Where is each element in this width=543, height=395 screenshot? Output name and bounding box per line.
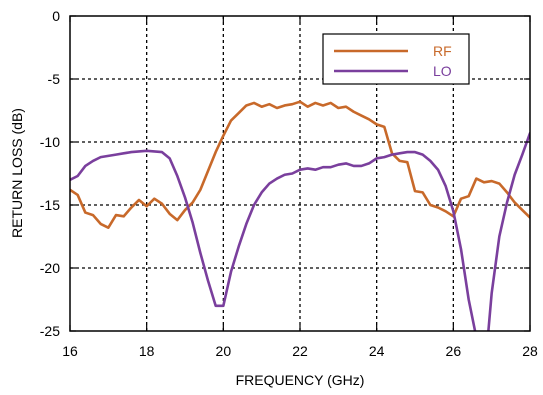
x-tick-label: 22 [292, 343, 308, 359]
legend-label-rf: RF [433, 43, 452, 59]
y-tick-label: -5 [48, 71, 61, 87]
x-tick-label: 26 [446, 343, 462, 359]
tick-labels: 16 18 20 22 24 26 28 0 -5 -10 -15 -20 -25 [40, 8, 538, 359]
y-tick-label: -25 [40, 323, 60, 339]
legend: RF LO [322, 33, 470, 85]
x-axis-title: FREQUENCY (GHz) [236, 372, 365, 388]
x-tick-label: 20 [216, 343, 232, 359]
series-line-lo [70, 131, 530, 331]
x-tick-label: 24 [369, 343, 385, 359]
x-tick-label: 16 [62, 343, 78, 359]
legend-label-lo: LO [433, 63, 452, 79]
y-tick-label: -15 [40, 197, 60, 213]
y-tick-label: 0 [52, 8, 60, 24]
x-tick-label: 28 [522, 343, 538, 359]
plot-frame [69, 15, 531, 332]
x-tick-label: 18 [139, 343, 155, 359]
y-tick-label: -10 [40, 134, 60, 150]
y-axis-title: RETURN LOSS (dB) [9, 108, 25, 238]
y-tick-label: -20 [40, 260, 60, 276]
legend-box [322, 33, 470, 85]
series-layer [70, 100, 530, 331]
grid-lines [70, 16, 530, 331]
